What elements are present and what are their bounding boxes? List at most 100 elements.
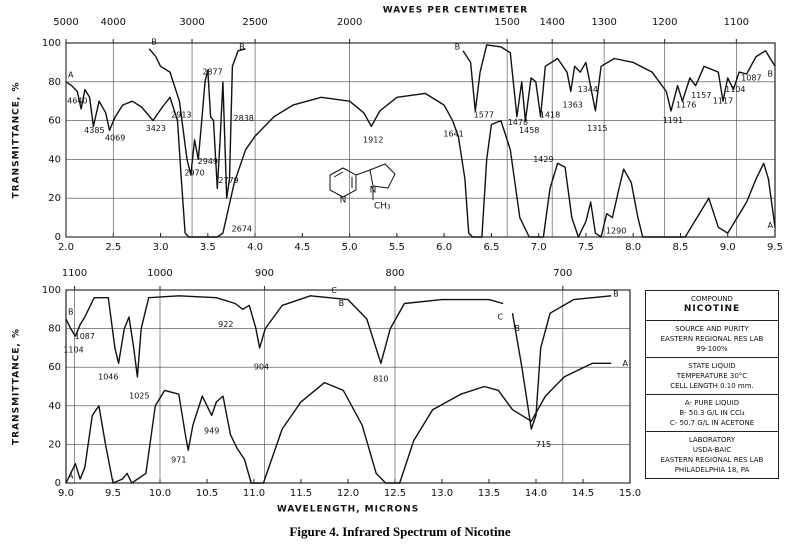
y-tick-label: 40	[48, 154, 61, 165]
peak-label: 715	[536, 440, 551, 449]
series-label: A	[68, 70, 74, 79]
atom-label: N	[370, 186, 377, 196]
x2-tick-label: 2000	[337, 17, 362, 28]
y-tick-label: 80	[48, 77, 61, 88]
x-tick-label: 6.5	[483, 242, 499, 253]
peak-label: B	[613, 289, 619, 298]
y-tick-label: 80	[48, 324, 61, 335]
x-tick-label: 5.5	[389, 242, 405, 253]
peak-label: 2970	[184, 168, 204, 177]
peak-label: A	[623, 359, 629, 368]
x-tick-label: 11.5	[290, 488, 312, 499]
x-tick-label: 12.5	[384, 488, 406, 499]
x-tick-label: 2.0	[58, 242, 74, 253]
peak-label: 4640	[67, 97, 87, 106]
peak-label: 922	[218, 320, 233, 329]
info-line: CELL LENGTH 0.10 mm.	[670, 382, 754, 390]
peak-label: 1641	[443, 130, 463, 139]
y-tick-label: 0	[55, 232, 61, 243]
x2-tick-label: 1100	[724, 17, 749, 28]
plot-frame	[65, 42, 776, 238]
peak-label: 1912	[363, 136, 383, 145]
info-line: TEMPERATURE 30°C	[676, 372, 748, 380]
y-axis-title: TRANSMITTANCE, %	[12, 82, 22, 199]
plot-frame	[65, 289, 631, 484]
peak-label: 1104	[63, 345, 83, 354]
y-tick-label: 20	[48, 439, 61, 450]
peak-label: 1344	[578, 85, 598, 94]
peak-label: 4385	[84, 126, 104, 135]
spectrum-line	[148, 44, 776, 199]
peak-label: 1025	[129, 392, 149, 401]
bond	[355, 169, 371, 176]
x-tick-label: 7.0	[531, 242, 547, 253]
peak-label: 2949	[198, 157, 218, 166]
info-section: STATE LIQUID TEMPERATURE 30°C CELL LENGTH …	[646, 358, 778, 395]
peak-label: C	[497, 313, 503, 322]
info-line: B- 50.3 G/L IN CCl₄	[679, 409, 745, 417]
peak-label: 1157	[691, 91, 711, 100]
peak-label: B	[339, 299, 345, 308]
x2-tick-label: 5000	[53, 17, 78, 28]
x-tick-label: 4.5	[294, 242, 310, 253]
info-line: COMPOUND	[691, 295, 733, 303]
peak-label: 810	[373, 374, 388, 383]
x2-tick-label: 1000	[147, 268, 172, 279]
x-tick-label: 14.5	[572, 488, 594, 499]
series-label: B	[151, 37, 157, 46]
y-tick-label: 100	[42, 38, 61, 49]
peak-label: 1478	[508, 118, 528, 127]
x2-tick-label: 900	[255, 268, 274, 279]
pyridine-ring	[329, 167, 357, 198]
atom-label: N	[340, 196, 347, 206]
peak-label: 4069	[105, 134, 125, 143]
peak-label: 1176	[676, 101, 696, 110]
y-tick-label: 40	[48, 401, 61, 412]
x-tick-label: 2.5	[105, 242, 121, 253]
peak-label: A	[768, 221, 774, 230]
info-section: SOURCE AND PURITY EASTERN REGIONAL RES LA…	[646, 321, 778, 358]
x-tick-label: 3.5	[200, 242, 216, 253]
peak-label: 2913	[171, 110, 191, 119]
y-tick-label: 100	[42, 285, 61, 296]
y-tick-label: 60	[48, 116, 61, 127]
x2-tick-label: 1500	[494, 17, 519, 28]
x-tick-label: 3.0	[153, 242, 169, 253]
chart: N N CH₃ 0 20 40 60 80 100 2.0 2.5 3.0 3.5 4.0 4.5 5.…	[12, 6, 783, 515]
x-tick-label: 10.5	[196, 488, 218, 499]
x-tick-label: 6.0	[436, 242, 452, 253]
peak-label: 1290	[606, 227, 626, 236]
x-tick-label: 13.0	[431, 488, 453, 499]
caption: Figure 4. Infrared Spectrum of Nicotine	[289, 524, 511, 539]
peak-label: 971	[171, 455, 186, 464]
x2-tick-label: 2500	[242, 17, 267, 28]
peak-label: 949	[204, 426, 219, 435]
x2-tick-label: 3000	[179, 17, 204, 28]
x2-axis-title: WAVES PER CENTIMETER	[383, 6, 529, 16]
bond	[333, 171, 344, 178]
peak-label: 1458	[519, 126, 539, 135]
peak-label: 2674	[232, 225, 252, 234]
peak-label: 1418	[540, 110, 560, 119]
peak-label: 2877	[202, 68, 222, 77]
x-tick-label: 9.5	[105, 488, 121, 499]
peak-label: 1429	[533, 155, 553, 164]
peak-label: 1315	[587, 124, 607, 133]
x-axis-title: WAVELENGTH, MICRONS	[277, 505, 419, 515]
info-box: COMPOUND NICOTINE SOURCE AND PURITY EASTERN…	[645, 290, 779, 479]
info-line: EASTERN REGIONAL RES LAB	[660, 335, 764, 343]
x-tick-label: 8.0	[625, 242, 641, 253]
x-tick-label: 12.0	[337, 488, 359, 499]
info-line: 99-100%	[696, 345, 728, 353]
peak-label: 2779	[218, 176, 238, 185]
info-section: A- PURE LIQUID B- 50.3 G/L IN CCl₄ C- 50.7…	[646, 395, 778, 432]
pyrrolidine-ring	[369, 163, 396, 189]
info-line: NICOTINE	[683, 304, 741, 314]
peak-label: B	[455, 42, 461, 51]
structure	[329, 163, 396, 200]
peak-label: 1046	[98, 372, 118, 381]
peak-label: 1363	[563, 101, 583, 110]
peak-label: 1191	[663, 116, 683, 125]
x-tick-label: 4.0	[247, 242, 263, 253]
